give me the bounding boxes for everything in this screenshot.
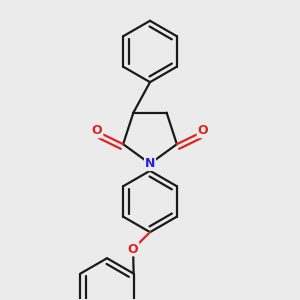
- Text: N: N: [145, 157, 155, 170]
- Text: O: O: [197, 124, 208, 137]
- Text: O: O: [92, 124, 103, 137]
- Text: O: O: [128, 242, 138, 256]
